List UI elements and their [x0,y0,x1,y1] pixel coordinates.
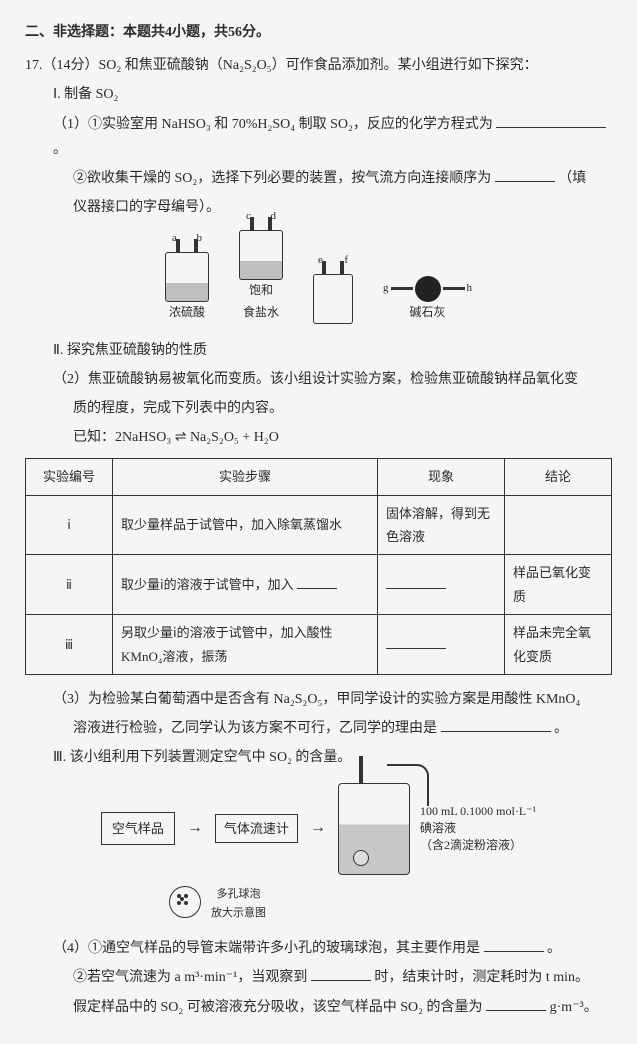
port-label: f [344,251,348,271]
q2-line-a: （2）焦亚硫酸钠易被氧化而变质。该小组设计实验方案，检验焦亚硫酸钠样品氧化变 [25,367,612,392]
q4-line-a: （4）①通空气样品的导管末端带许多小孔的玻璃球泡，其主要作用是 。 [25,936,612,961]
part2-title: Ⅱ. 探究焦亚硫酸钠的性质 [25,338,612,363]
blank-reagent[interactable] [297,574,337,589]
q1-line3: 仪器接口的字母编号）。 [25,195,612,220]
experiment-table: 实验编号 实验步骤 现象 结论 ⅰ 取少量样品于试管中，加入除氧蒸馏水 固体溶解… [25,458,612,675]
blank-order[interactable] [495,167,555,182]
cell-no: ⅲ [26,615,113,675]
known: 已知：2NaHSO₃ ⇌ Na₂S₂O₅ + H₂O [25,425,612,450]
q4-line-c: 假定样品中的 SO₂ 可被溶液充分吸收，该空气样品中 SO₂ 的含量为 g·m⁻… [25,995,612,1020]
apparatus-1: a b 浓硫酸 [165,252,209,324]
q1-line2: ②欲收集干燥的 SO₂，选择下列必要的装置，按气流方向连接顺序为 （填 [25,166,612,191]
blank-equation[interactable] [496,113,606,128]
blank-result[interactable] [486,996,546,1011]
cell-step: 另取少量ⅰ的溶液于试管中，加入酸性KMnO₄溶液，振荡 [113,615,378,675]
q1-text-a: （1）①实验室用 NaHSO₃ 和 70%H₂SO₄ 制取 SO₂，反应的化学方… [53,117,493,132]
th-phen: 现象 [378,459,505,495]
bulb-detail-icon [165,886,205,918]
table-row: ⅰ 取少量样品于试管中，加入除氧蒸馏水 固体溶解，得到无色溶液 [26,495,612,555]
air-sample-box: 空气样品 [101,812,175,845]
solution-label: 100 mL 0.1000 mol·L⁻¹ 碘溶液 （含2滴淀粉溶液） [420,803,536,853]
q1-end: 。 [53,142,67,157]
section-heading: 二、非选择题：本题共4小题，共56分。 [25,20,612,45]
blank-function[interactable] [484,937,544,952]
q4-line-b: ②若空气流速为 a m³·min⁻¹，当观察到 时，结束计时，测定耗时为 t m… [25,965,612,990]
apparatus-3: e f [313,274,353,324]
bulb-caption: 多孔球泡 放大示意图 [211,885,266,925]
table-row: ⅱ 取少量ⅰ的溶液于试管中，加入 样品已氧化变质 [26,555,612,615]
cell-no: ⅰ [26,495,113,555]
th-conc: 结论 [505,459,612,495]
th-step: 实验步骤 [113,459,378,495]
port-label: g [383,279,389,299]
blank-phen[interactable] [386,634,446,649]
wash-bottle-assembly: 100 mL 0.1000 mol·L⁻¹ 碘溶液 （含2滴淀粉溶液） [338,783,536,875]
part1-title: Ⅰ. 制备 SO₂ [25,82,612,107]
cell-step: 取少量ⅰ的溶液于试管中，加入 [113,555,378,615]
apparatus-label: 碱石灰 [383,302,472,324]
apparatus-2: c d 饱和 食盐水 [239,230,283,323]
th-no: 实验编号 [26,459,113,495]
apparatus-4: g h 碱石灰 [383,276,472,324]
q2-line-b: 质的程度，完成下列表中的内容。 [25,396,612,421]
port-label: h [467,279,473,299]
table-row: ⅲ 另取少量ⅰ的溶液于试管中，加入酸性KMnO₄溶液，振荡 样品未完全氧化变质 [26,615,612,675]
apparatus-row: a b 浓硫酸 c d 饱和 食盐水 e f g h 碱石灰 [25,230,612,323]
cell-phen [378,615,505,675]
cell-conc [505,495,612,555]
q17-lead: 17.（14分）SO₂ 和焦亚硫酸钠（Na₂S₂O₅）可作食品添加剂。某小组进行… [25,53,612,78]
cell-step: 取少量样品于试管中，加入除氧蒸馏水 [113,495,378,555]
wash-bottle-icon [338,783,410,875]
q1b-a: ②欲收集干燥的 SO₂，选择下列必要的装置，按气流方向连接顺序为 [73,171,491,186]
cell-conc: 样品未完全氧化变质 [505,615,612,675]
cell-no: ⅱ [26,555,113,615]
cell-phen: 固体溶解，得到无色溶液 [378,495,505,555]
so2-diagram: 空气样品 → 气体流速计 → 100 mL 0.1000 mol·L⁻¹ 碘溶液… [25,783,612,875]
arrow-icon: → [187,814,203,843]
blank-reason[interactable] [441,717,551,732]
q3-line-a: （3）为检验某白葡萄酒中是否含有 Na₂S₂O₅，甲同学设计的实验方案是用酸性 … [25,687,612,712]
apparatus-label: 浓硫酸 [165,302,209,324]
q1-line1: （1）①实验室用 NaHSO₃ 和 70%H₂SO₄ 制取 SO₂，反应的化学方… [25,112,612,162]
cell-phen [378,555,505,615]
apparatus-label: 饱和 食盐水 [239,280,283,323]
flow-meter-box: 气体流速计 [215,814,298,843]
cell-conc: 样品已氧化变质 [505,555,612,615]
q3-line-b: 溶液进行检验，乙同学认为该方案不可行，乙同学的理由是 。 [25,716,612,741]
q1b-b: （填 [558,171,586,186]
blank-phen[interactable] [386,574,446,589]
part3-title: Ⅲ. 该小组利用下列装置测定空气中 SO₂ 的含量。 [25,745,612,770]
arrow-icon: → [310,814,326,843]
